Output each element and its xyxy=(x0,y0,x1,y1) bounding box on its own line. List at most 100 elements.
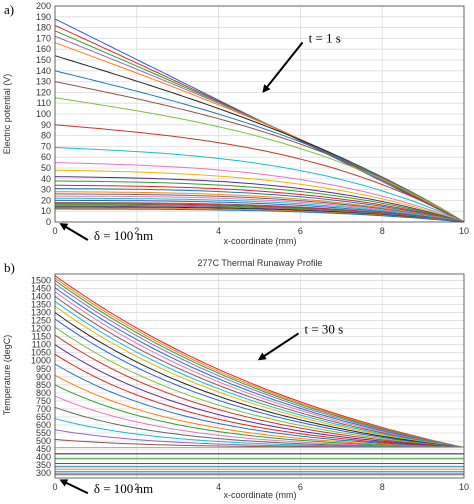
x-tick-label: 8 xyxy=(380,482,385,492)
series-line xyxy=(54,81,465,223)
x-tick-label: 0 xyxy=(52,482,57,492)
y-tick-label: 1050 xyxy=(31,348,51,358)
y-tick-label: 600 xyxy=(36,420,51,430)
panel-a-letter: a) xyxy=(4,2,14,17)
x-tick-label: 0 xyxy=(52,226,57,236)
y-tick-label: 950 xyxy=(36,364,51,374)
y-tick-label: 300 xyxy=(36,468,51,478)
series-line xyxy=(54,197,465,223)
y-tick-label: 40 xyxy=(41,174,51,184)
y-tick-label: 120 xyxy=(36,87,51,97)
plot-frame xyxy=(54,5,465,223)
y-tick-label: 1350 xyxy=(31,300,51,310)
series-line xyxy=(54,296,465,448)
series-line xyxy=(54,147,465,223)
x-tick-label: 8 xyxy=(380,226,385,236)
series-line xyxy=(54,291,465,448)
y-tick-label: 80 xyxy=(41,131,51,141)
chart-title-b: 277C Thermal Runaway Profile xyxy=(198,258,323,268)
series-line xyxy=(54,312,465,448)
series-line xyxy=(55,199,465,223)
series-line xyxy=(54,326,465,448)
series-line xyxy=(55,191,465,223)
panel-b: b) 277C Thermal Runaway Profile 0 2 4 6 8 10 3… xyxy=(2,258,469,500)
y-axis-label-b: Temperature (degC) xyxy=(2,335,12,416)
series-line xyxy=(54,279,465,448)
panel-a: a) 0 2 4 6 8 10010203040506070809010011012013… xyxy=(2,1,469,246)
y-tick-label: 350 xyxy=(36,460,51,470)
y-tick-label: 400 xyxy=(36,452,51,462)
series-line xyxy=(54,318,465,448)
annotations-a: t = 1 s δ = 100 nm xyxy=(59,30,341,243)
x-tick-label: 4 xyxy=(216,226,221,236)
y-tick-label: 100 xyxy=(36,109,51,119)
y-tick-label: 1500 xyxy=(31,275,51,285)
annotations-b: t = 30 s δ = 100 nm xyxy=(59,321,343,496)
y-tick-label: 500 xyxy=(36,436,51,446)
y-tick-label: 30 xyxy=(41,185,51,195)
x-tick-label: 6 xyxy=(298,226,303,236)
series-line xyxy=(54,176,465,223)
series-line xyxy=(54,275,465,448)
y-tick-label: 750 xyxy=(36,396,51,406)
series-line xyxy=(54,124,465,223)
x-axis-label-a: x-coordinate (mm) xyxy=(223,236,296,246)
y-tick-label: 1200 xyxy=(31,324,51,334)
series-line xyxy=(54,384,465,448)
x-tick-label: 10 xyxy=(459,482,469,492)
y-tick-label: 900 xyxy=(36,372,51,382)
panel-b-letter: b) xyxy=(4,260,15,275)
y-tick-label: 200 xyxy=(36,1,51,11)
y-tick-label: 800 xyxy=(36,388,51,398)
series-line xyxy=(54,287,465,448)
y-tick-label: 70 xyxy=(41,141,51,151)
y-tick-label: 140 xyxy=(36,66,51,76)
plot-frame xyxy=(54,273,465,479)
y-tick-label: 10 xyxy=(41,206,51,216)
series-line xyxy=(54,374,465,448)
annotation-label: δ = 100 nm xyxy=(94,228,153,243)
y-tick-label: 1100 xyxy=(32,340,51,350)
y-tick-label: 1450 xyxy=(31,283,51,293)
y-tick-label: 90 xyxy=(41,120,51,130)
y-tick-label: 160 xyxy=(36,44,51,54)
y-tick-label: 0 xyxy=(46,217,51,227)
annotation-arrow xyxy=(262,41,304,93)
y-tick-label: 1300 xyxy=(31,308,51,318)
series-line xyxy=(55,195,465,223)
y-tick-label: 20 xyxy=(41,195,51,205)
x-tick-label: 2 xyxy=(134,226,139,236)
y-tick-label: 190 xyxy=(36,12,51,22)
series-line xyxy=(54,162,465,223)
y-tick-label: 180 xyxy=(36,23,51,33)
y-tick-label: 1000 xyxy=(31,356,51,366)
x-tick-label: 6 xyxy=(298,482,303,492)
series-line xyxy=(54,353,465,448)
annotation-arrow xyxy=(59,223,89,241)
annotation-label: δ = 100 nm xyxy=(94,481,153,496)
series-line xyxy=(54,97,465,223)
x-tick-label: 4 xyxy=(216,482,221,492)
series-line xyxy=(54,334,465,448)
y-tick-label: 1250 xyxy=(31,316,51,326)
annotation-arrow xyxy=(59,479,89,495)
series-line xyxy=(54,42,465,223)
y-tick-label: 650 xyxy=(36,412,51,422)
y-tick-label: 110 xyxy=(37,98,51,108)
plot-area-b: 0 2 4 6 8 10 300350400450500550600650700750800… xyxy=(31,273,469,492)
y-tick-label: 1150 xyxy=(32,332,51,342)
series-line xyxy=(54,283,465,448)
y-tick-label: 130 xyxy=(36,77,51,87)
x-tick-label: 10 xyxy=(459,226,469,236)
y-tick-label: 1400 xyxy=(31,291,51,301)
y-tick-label: 170 xyxy=(36,33,51,43)
series-line xyxy=(54,300,465,448)
series-line xyxy=(55,208,465,223)
plot-area-a: 0 2 4 6 8 10010203040506070809010011012013014… xyxy=(36,1,469,236)
series-line xyxy=(54,344,465,448)
series-line xyxy=(55,193,465,223)
x-tick-label: 2 xyxy=(134,482,139,492)
y-tick-label: 700 xyxy=(36,404,51,414)
y-tick-label: 150 xyxy=(36,55,51,65)
